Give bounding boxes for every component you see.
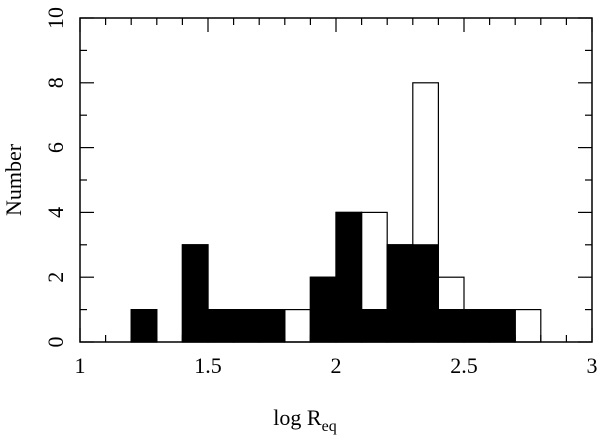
histogram-bar [309, 276, 337, 343]
histogram-bar [386, 244, 414, 343]
x-tick-label: 2 [331, 353, 342, 378]
y-tick-label: 2 [43, 272, 68, 283]
x-tick-label: 1.5 [194, 353, 222, 378]
histogram-bar [437, 309, 465, 343]
y-tick-label: 6 [43, 142, 68, 153]
histogram-bar [284, 309, 311, 343]
x-tick-label: 2.5 [450, 353, 478, 378]
x-tick-label: 1 [75, 353, 86, 378]
histogram-bar [489, 309, 516, 343]
histogram-bar [412, 244, 439, 343]
x-axis-label: log Req [273, 405, 336, 435]
x-tick-label: 3 [587, 353, 598, 378]
y-axis-label: Number [1, 143, 26, 216]
histogram-bar [233, 309, 260, 343]
x-label-main: log R [273, 405, 322, 430]
histogram-bar [361, 309, 388, 343]
y-tick-label: 8 [43, 77, 68, 88]
histogram-bar [258, 309, 286, 343]
x-label-sub: eq [322, 418, 337, 435]
histogram-bar [130, 309, 158, 343]
y-tick-label: 10 [43, 7, 68, 29]
histogram-bar [207, 309, 235, 343]
histogram-bar [514, 309, 542, 343]
histogram-bar [463, 309, 491, 343]
histogram-bar [181, 244, 209, 343]
histogram-bar [335, 211, 363, 343]
y-tick-label: 0 [43, 337, 68, 348]
y-tick-label: 4 [43, 207, 68, 218]
